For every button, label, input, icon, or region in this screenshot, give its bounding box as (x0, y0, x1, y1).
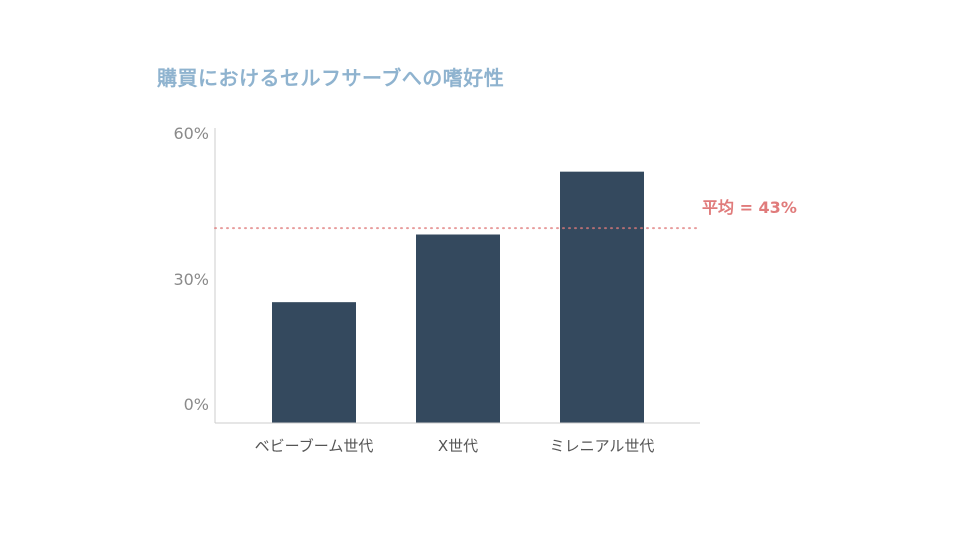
y-tick-label: 30% (173, 270, 209, 289)
y-tick-label: 0% (184, 395, 209, 414)
category-label: X世代 (438, 437, 478, 455)
bar-1 (416, 234, 500, 423)
category-label: ベビーブーム世代 (255, 437, 374, 455)
y-tick-label: 60% (173, 124, 209, 143)
bar-2 (560, 171, 644, 423)
chart-title: 購買におけるセルフサーブへの嗜好性 (157, 66, 505, 90)
category-label: ミレニアル世代 (550, 437, 655, 455)
bar-0 (272, 302, 356, 423)
average-label: 平均 = 43% (702, 198, 797, 217)
